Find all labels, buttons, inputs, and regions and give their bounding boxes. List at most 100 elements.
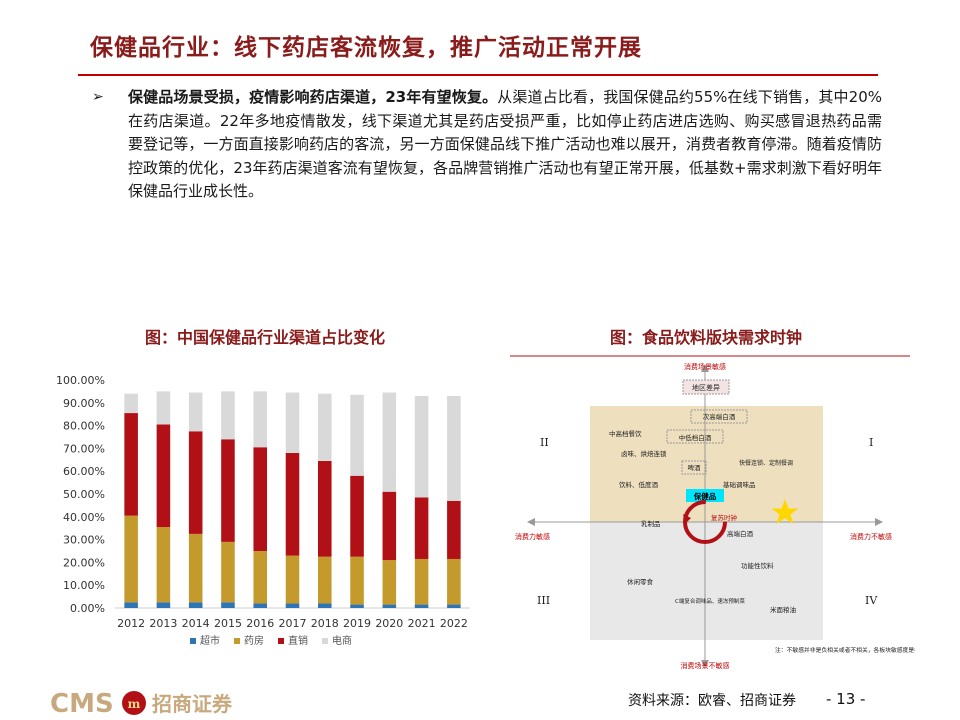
bar-segment [253,551,268,604]
bar-segment [253,391,268,448]
x-tick-label: 2022 [440,617,468,630]
bar-segment [156,602,171,608]
recovery-clock-label: 复苏时钟 [711,513,738,522]
quadrant-iv-bg [705,522,823,640]
bar-segment [382,560,397,605]
bar-segment [317,460,332,557]
x-tick-label: 2013 [149,617,177,630]
y-tick-label: 60.00% [63,465,105,478]
y-tick-label: 80.00% [63,420,105,433]
x-tick-label: 2020 [375,617,403,630]
legend-swatch [234,638,240,644]
source-note: 资料来源：欧睿、招商证券 [628,693,796,709]
health-products-box [686,489,724,502]
bar-segment [253,603,268,608]
high-end-liquor-label: 次高端白酒 [703,412,736,421]
dairy-label: 乳制品 [641,519,661,528]
svg-text:m: m [128,697,141,711]
mid-low-liquor-label: 中低档白酒 [679,433,712,442]
down-arrow-icon [701,660,709,668]
axis-right-label: 消费力不敏感 [850,532,892,541]
beer-label: 啤酒 [688,463,702,472]
bullet-text: 保健品场景受损，疫情影响药店渠道，23年有望恢复。从渠道占比看，我国保健品约55… [128,86,882,204]
x-tick-label: 2012 [117,617,145,630]
bar-segment [285,452,300,556]
bar-segment [156,527,171,603]
bullet-lead: 保健品场景受损，疫情影响药店渠道，23年有望恢复。 [128,88,498,106]
bar-segment [382,491,397,561]
bar-segment [317,556,332,604]
legend-label: 药房 [244,634,264,647]
logo-cn-text: 招商证券 [152,692,233,716]
premium-liquor-label: 高端白酒 [727,529,754,538]
x-tick-label: 2017 [279,617,307,630]
bar-segment [221,439,235,542]
quadrant-ii-label: II [540,436,549,449]
y-tick-label: 90.00% [63,397,105,410]
bullet-paragraph: ➢ 保健品场景受损，疫情影响药店渠道，23年有望恢复。从渠道占比看，我国保健品约… [92,86,882,204]
up-arrow-icon [701,364,709,372]
quadrant-i-label: I [869,436,873,449]
bar-segment [350,394,364,476]
quadrant-iv-label: IV [865,594,878,607]
fast-food-label: 快餐连锁、定制餐调 [739,459,793,467]
clock-arrow-icon [683,514,691,524]
right-arrow-icon [875,518,883,526]
legend-label: 电商 [332,634,352,647]
quadrant-i-bg [705,406,823,522]
basic-condiments-label: 基础调味品 [723,480,756,489]
beer-box [681,460,707,475]
bar-segment [221,391,235,440]
diagram-note: 注：不敏感并非是负相关或者不相关，各板块敏感度是相对概念 [775,646,915,654]
quadrant-ii-bg [590,406,705,522]
logo-text: CMS [50,689,114,718]
x-tick-label: 2015 [214,617,242,630]
bar-segment [124,393,138,414]
y-tick-label: 30.00% [63,534,105,547]
y-tick-label: 20.00% [63,556,105,569]
bar-segment [221,602,235,608]
bar-segment [188,431,203,534]
bar-segment [253,447,268,551]
x-tick-label: 2018 [311,617,339,630]
rice-noodles-label: 米面粮油 [770,605,796,614]
bar-segment [447,604,461,608]
bullet-body: 从渠道占比看，我国保健品约55%在线下销售，其中20%在药店渠道。22年多地疫情… [128,88,882,200]
bar-segment [382,604,397,608]
y-tick-label: 10.00% [63,579,105,592]
axis-top-label: 消费场景敏感 [684,362,726,371]
x-tick-label: 2021 [408,617,436,630]
bar-segment [350,556,364,605]
bar-segment [188,602,203,608]
c-end-label: C端复合调味品、速冻预制菜 [675,597,745,605]
legend-swatch [278,638,284,644]
high-end-liquor-box [690,409,748,424]
x-tick-label: 2019 [343,617,371,630]
bar-segment [317,393,332,461]
y-tick-label: 50.00% [63,488,105,501]
logo-emblem-icon [122,691,146,715]
quadrant-iii-bg [590,522,705,640]
channel-share-stacked-bar-chart: 0.00% 10.00% 20.00% 30.00% 40.00% 50.00% 60.00… [56,374,470,647]
x-tick-label: 2014 [182,617,210,630]
chart1-title: 图：中国保健品行业渠道占比变化 [145,328,386,347]
y-tick-label: 40.00% [63,511,105,524]
legend-swatch [190,638,196,644]
bar-segment [414,604,429,608]
snacks-label: 休闲零食 [627,577,654,586]
y-tick-label: 100.00% [56,374,105,387]
axis-left-label: 消费力敏感 [515,532,550,541]
region-label: 地区差异 [692,383,720,392]
mid-low-liquor-box [666,429,724,444]
legend-label: 超市 [200,634,220,647]
region-box [682,379,730,395]
bar-segment [188,533,203,603]
bar-segment [350,604,364,608]
health-products-label: 保健品 [693,491,717,501]
mid-high-catering-label: 中高档餐饮 [609,429,642,438]
bar-segment [382,392,397,492]
y-tick-label: 0.00% [70,602,105,615]
bar-segment [317,603,332,608]
bar-segment [414,395,429,498]
bar-segment [414,558,429,605]
